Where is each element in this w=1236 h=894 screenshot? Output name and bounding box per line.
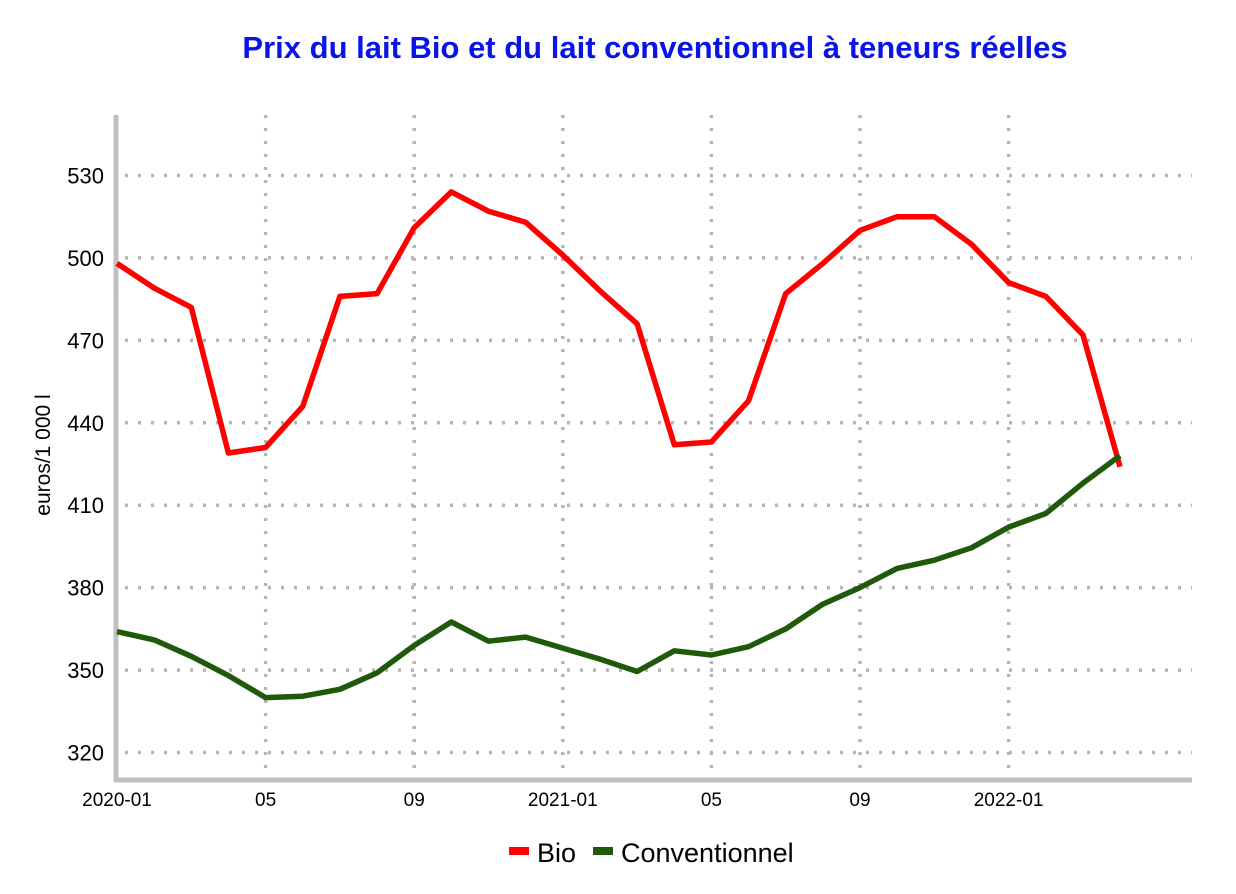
legend-item-bio: Bio [509, 838, 576, 868]
grid [125, 115, 1192, 780]
y-tick-label: 440 [67, 411, 104, 436]
x-tick-label: 09 [404, 790, 425, 811]
series-line-conventionnel [116, 453, 1122, 701]
legend-label-conventionnel: Conventionnel [621, 838, 794, 868]
y-tick-label: 380 [67, 576, 104, 601]
legend: Bio Conventionnel [509, 838, 794, 868]
legend-swatch-bio [509, 847, 529, 855]
chart-title: Prix du lait Bio et du lait conventionne… [242, 30, 1067, 65]
y-tick-label: 350 [67, 658, 104, 683]
y-tick-label: 530 [67, 163, 104, 188]
x-ticks: 2020-01 05 09 2021-01 05 09 2022-01 [82, 790, 1043, 811]
series [115, 189, 1123, 701]
y-tick-label: 410 [67, 493, 104, 518]
legend-item-conventionnel: Conventionnel [593, 838, 794, 868]
y-tick-label: 500 [67, 246, 104, 271]
x-tick-label: 05 [255, 790, 276, 811]
x-tick-label: 2021-01 [528, 790, 598, 811]
y-axis-label: euros/1 000 l [32, 394, 55, 515]
x-tick-label: 09 [849, 790, 870, 811]
legend-label-bio: Bio [537, 838, 576, 868]
y-tick-label: 320 [67, 741, 104, 766]
legend-swatch-conventionnel [593, 847, 613, 855]
axes [113, 115, 1192, 783]
x-tick-label: 05 [701, 790, 722, 811]
y-tick-label: 470 [67, 328, 104, 353]
x-tick-label: 2020-01 [82, 790, 152, 811]
x-tick-label: 2022-01 [974, 790, 1044, 811]
series-line-bio [115, 189, 1123, 468]
y-ticks: 320 350 380 410 440 470 500 530 [67, 163, 104, 765]
